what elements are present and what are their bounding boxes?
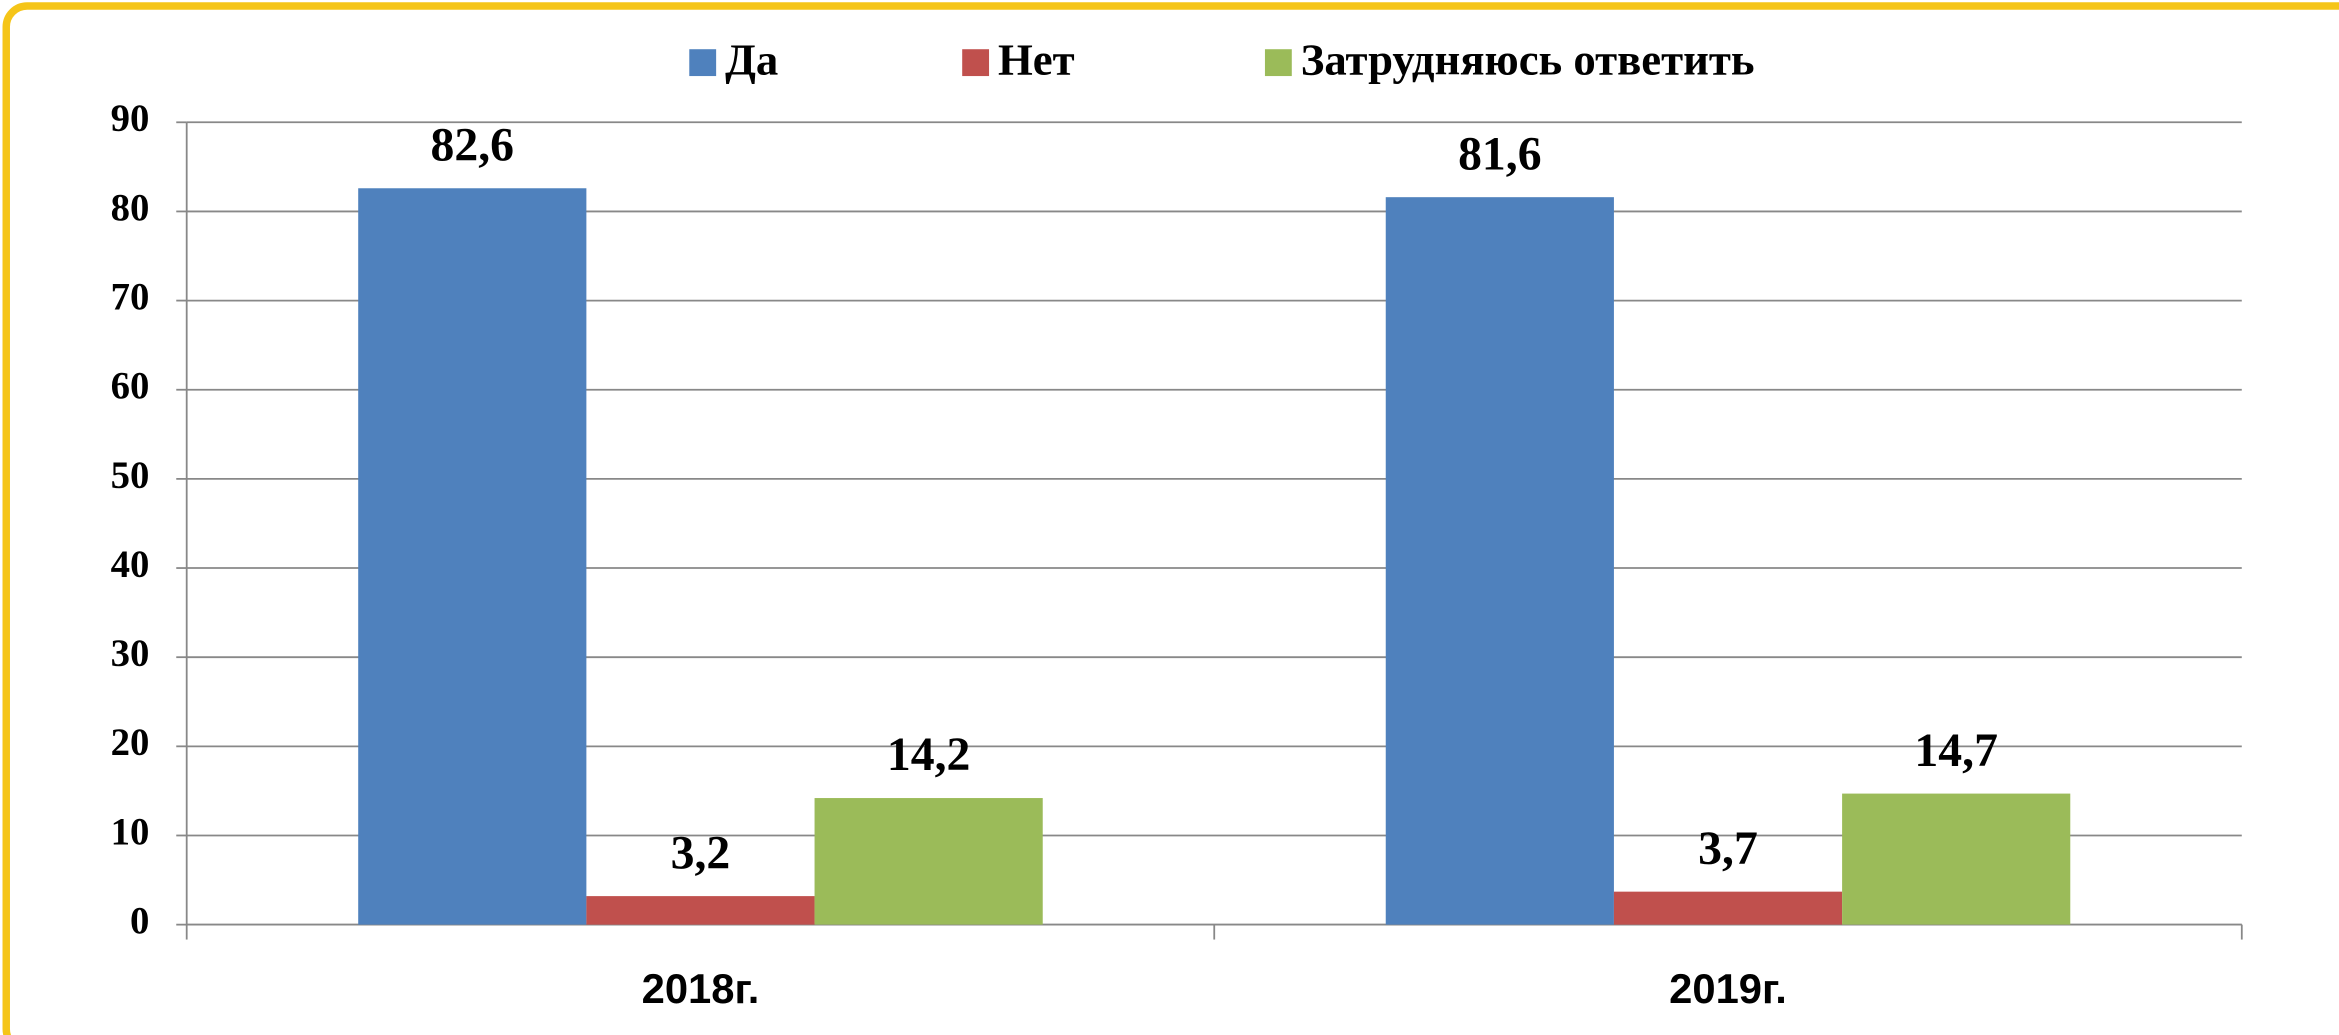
value-label: 3,2: [671, 826, 731, 879]
bar: [1613, 891, 1843, 925]
bar: [1842, 793, 2071, 925]
y-tick-label: 50: [111, 454, 150, 497]
y-tick-label: 10: [111, 810, 150, 853]
bar: [814, 798, 1043, 925]
legend-label: Затрудняюсь ответить: [1301, 34, 1755, 84]
value-label: 81,6: [1458, 127, 1542, 180]
y-tick-label: 30: [111, 632, 150, 675]
value-label: 3,7: [1698, 822, 1758, 875]
y-tick-label: 70: [111, 275, 150, 318]
legend-label: Да: [725, 34, 778, 84]
bar: [358, 188, 587, 925]
y-tick-label: 80: [111, 186, 150, 229]
y-tick-label: 0: [130, 900, 149, 943]
y-tick-label: 90: [111, 97, 150, 140]
legend-swatch: [1264, 49, 1292, 77]
legend-swatch: [689, 49, 717, 77]
value-label: 82,6: [431, 118, 515, 171]
legend-swatch: [962, 49, 990, 77]
x-tick-label: 2018г.: [642, 965, 760, 1012]
bar: [1385, 197, 1614, 925]
y-tick-label: 40: [111, 543, 150, 586]
value-label: 14,7: [1914, 724, 1998, 777]
legend-label: Нет: [998, 34, 1075, 84]
bar: [586, 896, 815, 925]
value-label: 14,2: [887, 728, 971, 781]
y-tick-label: 20: [111, 721, 150, 764]
y-tick-label: 60: [111, 365, 150, 408]
x-tick-label: 2019г.: [1669, 965, 1787, 1012]
